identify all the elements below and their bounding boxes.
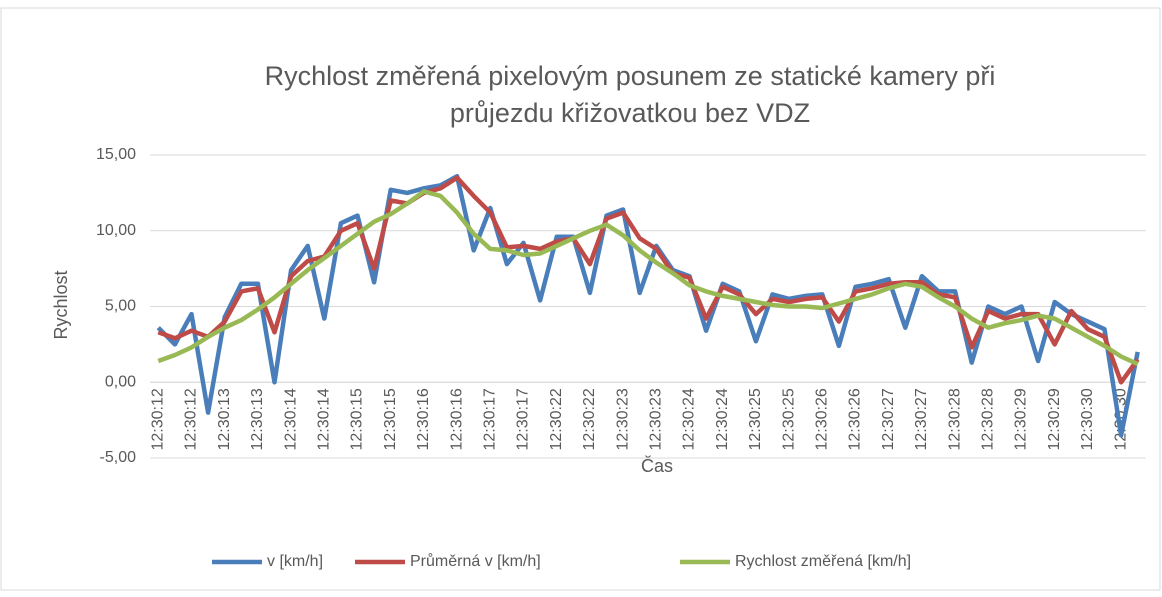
x-tick-label: 12:30:22 bbox=[548, 388, 565, 450]
x-tick-label: 12:30:29 bbox=[1046, 388, 1063, 450]
x-tick-label: 12:30:14 bbox=[316, 388, 333, 450]
x-tick-label: 12:30:15 bbox=[382, 388, 399, 450]
y-tick-label: 5,00 bbox=[105, 298, 136, 315]
x-tick-label: 12:30:14 bbox=[282, 388, 299, 450]
x-tick-label: 12:30:13 bbox=[216, 388, 233, 450]
x-tick-label: 12:30:26 bbox=[847, 388, 864, 450]
x-tick-label: 12:30:13 bbox=[249, 388, 266, 450]
x-tick-label: 12:30:12 bbox=[150, 388, 167, 450]
x-tick-label: 12:30:27 bbox=[913, 388, 930, 450]
chart-subtitle: průjezdu křižovatkou bez VDZ bbox=[450, 98, 810, 128]
x-tick-label: 12:30:27 bbox=[880, 388, 897, 450]
series-line bbox=[156, 173, 1140, 438]
x-axis-title: Čas bbox=[641, 455, 673, 476]
legend-label: Průměrná v [km/h] bbox=[410, 552, 541, 570]
x-tick-label: 12:30:16 bbox=[448, 388, 465, 450]
y-tick-label: -5,00 bbox=[100, 449, 137, 466]
y-tick-label: 10,00 bbox=[96, 222, 136, 239]
x-tick-label: 12:30:23 bbox=[648, 388, 665, 450]
series-line bbox=[157, 189, 1139, 367]
y-tick-label: 15,00 bbox=[96, 146, 136, 163]
x-tick-label: 12:30:15 bbox=[349, 388, 366, 450]
x-tick-label: 12:30:24 bbox=[681, 388, 698, 450]
x-tick-label: 12:30:17 bbox=[482, 388, 499, 450]
legend-label: v [km/h] bbox=[267, 553, 323, 570]
x-tick-label: 12:30:22 bbox=[581, 388, 598, 450]
chart-border bbox=[0, 7, 1161, 591]
x-tick-label: 12:30:30 bbox=[1079, 388, 1096, 450]
y-tick-label: 0,00 bbox=[105, 373, 136, 390]
x-tick-label: 12:30:28 bbox=[946, 388, 963, 450]
y-axis-title: Rychlost bbox=[51, 270, 71, 339]
x-tick-label: 12:30:29 bbox=[1013, 388, 1030, 450]
x-tick-label: 12:30:26 bbox=[814, 388, 831, 450]
chart-title: Rychlost změřená pixelovým posunem ze st… bbox=[265, 61, 996, 91]
x-tick-label: 12:30:17 bbox=[515, 388, 532, 450]
x-tick-label: 12:30:12 bbox=[183, 388, 200, 450]
x-tick-label: 12:30:23 bbox=[614, 388, 631, 450]
x-tick-label: 12:30:28 bbox=[980, 388, 997, 450]
x-tick-label: 12:30:25 bbox=[780, 388, 797, 450]
x-tick-label: 12:30:16 bbox=[415, 388, 432, 450]
legend-label: Rychlost změřená [km/h] bbox=[735, 553, 911, 570]
x-tick-label: 12:30:25 bbox=[747, 388, 764, 450]
x-tick-label: 12:30:24 bbox=[714, 388, 731, 450]
